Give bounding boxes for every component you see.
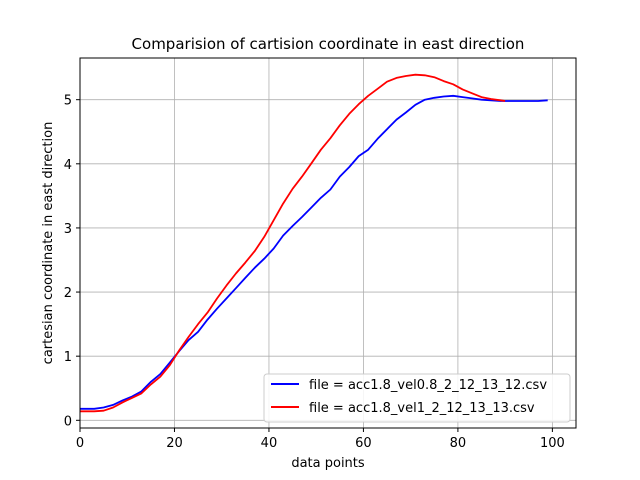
legend: file = acc1.8_vel0.8_2_12_13_12.csv file… <box>263 373 571 423</box>
legend-label-series-1: file = acc1.8_vel0.8_2_12_13_12.csv <box>309 378 547 393</box>
x-axis-ticks: 0 20 40 60 80 100 <box>76 428 565 451</box>
y-tick-label: 5 <box>64 94 72 109</box>
x-tick-label: 40 <box>261 436 278 451</box>
series-line-1 <box>80 94 548 410</box>
x-axis-label: data points <box>291 456 365 471</box>
x-tick-label: 80 <box>450 436 467 451</box>
x-tick-label: 20 <box>166 436 183 451</box>
x-tick-label: 100 <box>540 436 565 451</box>
series-line-2 <box>80 73 506 413</box>
y-tick-label: 0 <box>64 414 72 429</box>
grid <box>79 58 576 428</box>
x-tick-label: 60 <box>355 436 372 451</box>
plot-frame <box>79 57 577 429</box>
series-layer <box>80 73 548 413</box>
y-axis-label: cartesian coordinate in east direction <box>41 122 56 365</box>
legend-label-series-2: file = acc1.8_vel1_2_12_13_13.csv <box>309 401 535 416</box>
y-tick-label: 3 <box>64 222 72 237</box>
y-tick-label: 4 <box>64 158 72 173</box>
y-axis-ticks: 0 1 2 3 4 5 <box>64 94 80 429</box>
x-tick-label: 0 <box>76 436 84 451</box>
y-tick-label: 2 <box>64 286 72 301</box>
legend-box <box>263 373 571 423</box>
chart-title: Comparision of cartision coordinate in e… <box>132 35 525 53</box>
y-tick-label: 1 <box>64 350 72 365</box>
